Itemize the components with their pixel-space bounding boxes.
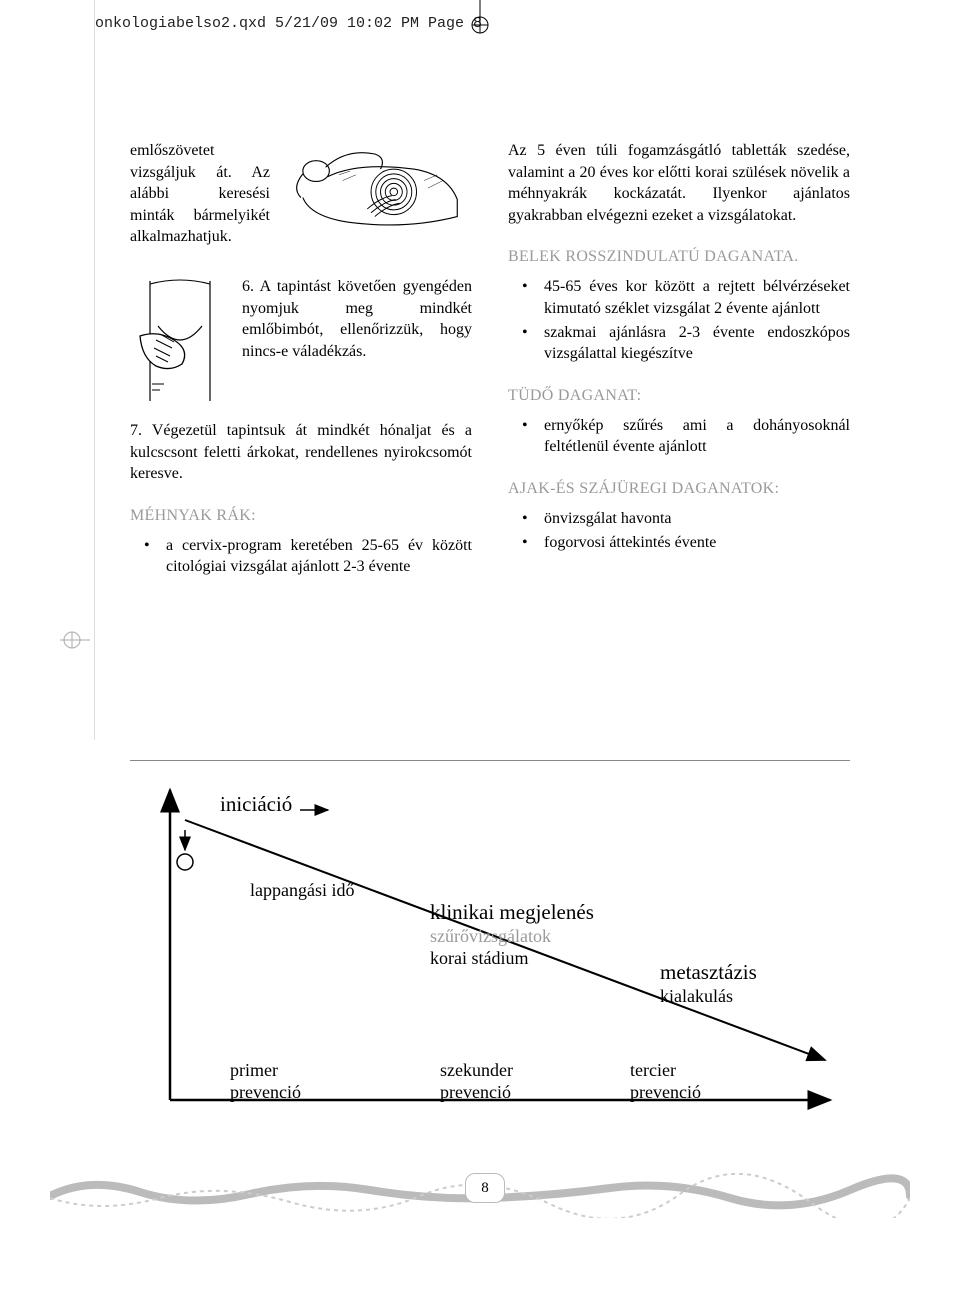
list-item: ernyőkép szűrés ami a dohányosoknál felt… — [508, 415, 850, 458]
tudo-list: ernyőkép szűrés ami a dohányosoknál felt… — [508, 415, 850, 458]
label-primer-prev: prevenció — [230, 1082, 301, 1103]
crop-mark-side — [60, 630, 95, 655]
label-iniciacio: iniciáció — [220, 792, 292, 817]
label-klinikai: klinikai megjelenés — [430, 900, 594, 925]
right-top-para: Az 5 éven túli fogamzásgátló tabletták s… — [508, 140, 850, 226]
list-item: a cervix-program keretében 25-65 év közö… — [130, 535, 472, 578]
label-korai: korai stádium — [430, 948, 528, 969]
page-number: 8 — [465, 1173, 505, 1203]
page-edge-line — [94, 0, 95, 740]
main-content: emlőszövetet vizsgáljuk át. Az alábbi ke… — [130, 140, 850, 600]
step7-text: 7. Végezetül tapintsuk át mindkét hónalj… — [130, 420, 472, 485]
label-tercier: tercier — [630, 1060, 676, 1081]
heading-ajak: AJAK-ÉS SZÁJÜREGI DAGANATOK: — [508, 480, 850, 498]
label-primer: primer — [230, 1060, 278, 1081]
breast-exam-illustration-1 — [282, 140, 462, 240]
label-lappangasi: lappangási idő — [250, 880, 354, 901]
label-szekunder-prev: prevenció — [440, 1082, 511, 1103]
right-column: Az 5 éven túli fogamzásgátló tabletták s… — [508, 140, 850, 600]
ajak-list: önvizsgálat havonta fogorvosi áttekintés… — [508, 508, 850, 553]
diagram-top-rule — [130, 760, 850, 761]
step6-text: 6. A tapintást követően gyengéden nyomju… — [242, 276, 472, 396]
heading-mehnyak: MÉHNYAK RÁK: — [130, 507, 472, 525]
list-item: önvizsgálat havonta — [508, 508, 850, 530]
label-tercier-prev: prevenció — [630, 1082, 701, 1103]
intro-block: emlőszövetet vizsgáljuk át. Az alábbi ke… — [130, 140, 472, 248]
heading-belek: BELEK ROSSZINDULATÚ DAGANATA. — [508, 248, 850, 266]
belek-list: 45-65 éves kor között a rejtett bélvérzé… — [508, 276, 850, 364]
file-header: onkologiabelso2.qxd 5/21/09 10:02 PM Pag… — [95, 15, 482, 32]
heading-tudo: TÜDŐ DAGANAT: — [508, 387, 850, 405]
label-szekunder: szekunder — [440, 1060, 513, 1081]
label-kialakulas: kialakulás — [660, 986, 733, 1007]
breast-exam-illustration-2 — [130, 276, 230, 396]
list-item: 45-65 éves kor között a rejtett bélvérzé… — [508, 276, 850, 319]
intro-text: emlőszövetet vizsgáljuk át. Az alábbi ke… — [130, 140, 270, 248]
step6-block: 6. A tapintást követően gyengéden nyomju… — [130, 276, 472, 396]
mehnyak-list: a cervix-program keretében 25-65 év közö… — [130, 535, 472, 578]
list-item: fogorvosi áttekintés évente — [508, 532, 850, 554]
label-metasztazis: metasztázis — [660, 960, 757, 985]
list-item: szakmai ajánlásra 2-3 évente endoszkópos… — [508, 322, 850, 365]
crop-mark-top — [470, 0, 490, 35]
left-column: emlőszövetet vizsgáljuk át. Az alábbi ke… — [130, 140, 472, 600]
progression-diagram: iniciáció lappangási idő klinikai megjel… — [130, 760, 850, 1140]
label-szuro: szűrővizsgálatok — [430, 926, 551, 947]
